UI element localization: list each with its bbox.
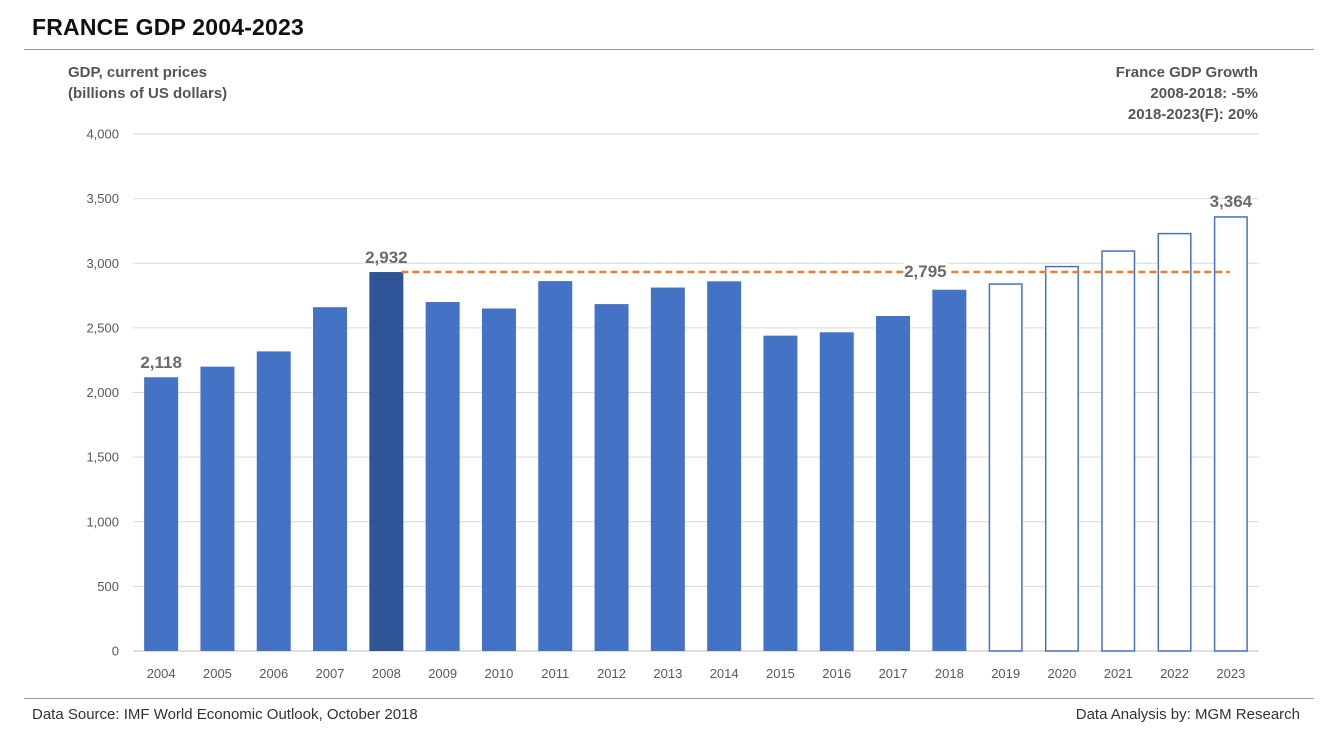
x-tick-label: 2016 bbox=[822, 666, 851, 681]
data-source: Data Source: IMF World Economic Outlook,… bbox=[32, 706, 418, 723]
bar bbox=[763, 335, 798, 651]
x-tick-label: 2014 bbox=[710, 666, 739, 681]
growth-summary-2008-2018: 2008-2018: -5% bbox=[1150, 85, 1258, 102]
growth-summary: France GDP Growth 2008-2018: -5% 2018-20… bbox=[1116, 62, 1258, 125]
forecast-bar bbox=[988, 283, 1023, 652]
page-title: FRANCE GDP 2004-2023 bbox=[32, 14, 305, 40]
data-label: 3,364 bbox=[1210, 192, 1253, 211]
y-tick-label: 500 bbox=[97, 579, 119, 594]
bar bbox=[481, 308, 516, 651]
top-divider bbox=[24, 49, 1314, 50]
peak-bar bbox=[369, 272, 404, 651]
y-axis-label-line-1: GDP, current prices bbox=[68, 64, 207, 81]
x-tick-label: 2017 bbox=[879, 666, 908, 681]
x-tick-label: 2018 bbox=[935, 666, 964, 681]
y-tick-label: 0 bbox=[112, 644, 119, 659]
data-label: 2,932 bbox=[365, 248, 408, 267]
data-label-background bbox=[903, 259, 948, 282]
bar bbox=[313, 307, 348, 651]
x-tick-label: 2007 bbox=[316, 666, 345, 681]
x-tick-label: 2006 bbox=[259, 666, 288, 681]
bar bbox=[256, 351, 291, 651]
x-tick-label: 2015 bbox=[766, 666, 795, 681]
bar bbox=[650, 287, 685, 651]
x-tick-label: 2019 bbox=[991, 666, 1020, 681]
x-tick-label: 2011 bbox=[541, 666, 569, 681]
data-label: 2,795 bbox=[904, 262, 947, 281]
forecast-bar bbox=[1044, 265, 1079, 652]
bar bbox=[932, 289, 967, 651]
x-tick-label: 2008 bbox=[372, 666, 401, 681]
y-tick-label: 2,500 bbox=[86, 320, 119, 335]
x-tick-label: 2020 bbox=[1047, 666, 1076, 681]
y-tick-label: 4,000 bbox=[86, 127, 119, 142]
x-tick-label: 2022 bbox=[1160, 666, 1189, 681]
bar bbox=[876, 315, 911, 651]
y-tick-label: 3,000 bbox=[86, 256, 119, 271]
bar bbox=[425, 302, 460, 651]
y-tick-label: 2,000 bbox=[86, 385, 119, 400]
x-tick-label: 2004 bbox=[147, 666, 176, 681]
bar bbox=[200, 366, 235, 651]
x-tick-label: 2012 bbox=[597, 666, 626, 681]
analysis-credit: Data Analysis by: MGM Research bbox=[1075, 706, 1300, 723]
forecast-bar bbox=[1157, 232, 1192, 652]
x-tick-label: 2010 bbox=[484, 666, 513, 681]
bar bbox=[144, 377, 179, 651]
bar bbox=[594, 304, 629, 651]
bar bbox=[707, 281, 742, 651]
forecast-bar bbox=[1101, 250, 1136, 652]
y-axis-label-line-2: (billions of US dollars) bbox=[68, 85, 228, 102]
y-tick-label: 1,500 bbox=[86, 450, 119, 465]
bottom-divider bbox=[24, 698, 1314, 699]
x-tick-label: 2021 bbox=[1104, 666, 1133, 681]
forecast-bar bbox=[1213, 216, 1248, 652]
y-tick-label: 1,000 bbox=[86, 514, 119, 529]
y-axis-label: GDP, current prices (billions of US doll… bbox=[68, 62, 227, 104]
x-tick-label: 2009 bbox=[428, 666, 457, 681]
data-label: 2,118 bbox=[140, 353, 182, 372]
growth-summary-2018-2023: 2018-2023(F): 20% bbox=[1127, 106, 1258, 123]
x-tick-label: 2005 bbox=[203, 666, 232, 681]
growth-summary-title: France GDP Growth bbox=[1115, 64, 1258, 81]
x-tick-label: 2013 bbox=[653, 666, 682, 681]
bar bbox=[538, 281, 573, 651]
y-tick-label: 3,500 bbox=[86, 191, 119, 206]
bar bbox=[819, 332, 854, 651]
x-tick-label: 2023 bbox=[1216, 666, 1245, 681]
